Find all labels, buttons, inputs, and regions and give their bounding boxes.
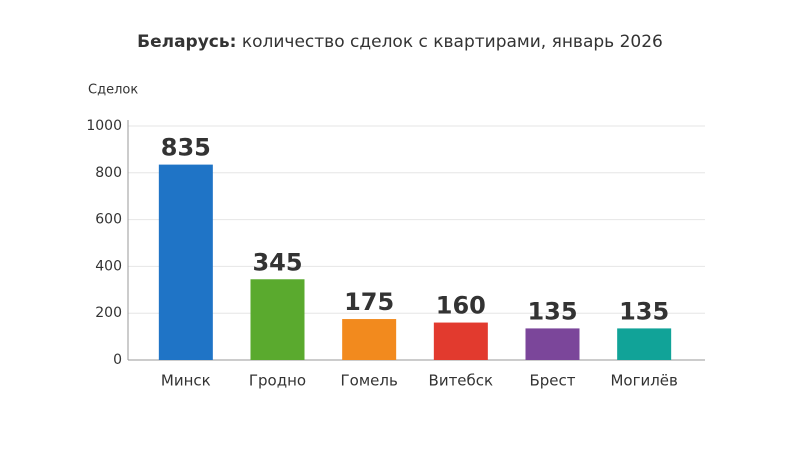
value-label: 135	[527, 297, 577, 325]
x-tick-label: Гродно	[249, 372, 306, 390]
x-tick-label: Минск	[161, 372, 211, 390]
x-tick-label: Могилёв	[610, 372, 677, 390]
bar	[433, 322, 488, 360]
x-tick-label: Брест	[529, 372, 575, 390]
title-bold: Беларусь:	[137, 32, 236, 52]
value-label: 160	[436, 292, 486, 320]
y-tick-label: 600	[95, 212, 122, 228]
bar	[525, 328, 580, 360]
title-rest: количество сделок с квартирами, январь 2…	[242, 32, 663, 52]
y-tick-label: 200	[95, 305, 122, 321]
x-tick-label: Гомель	[341, 372, 398, 390]
chart-title: Беларусь: количество сделок с квартирами…	[137, 32, 663, 52]
y-tick-label: 1000	[86, 118, 122, 134]
y-axis-label: Сделок	[88, 83, 138, 98]
value-label: 135	[619, 297, 669, 325]
value-label: 175	[344, 288, 394, 316]
bar	[617, 328, 672, 360]
value-label: 345	[252, 248, 302, 276]
value-label: 835	[161, 134, 211, 162]
bar	[250, 279, 305, 360]
y-tick-label: 800	[95, 165, 122, 181]
y-tick-label: 400	[95, 258, 122, 274]
x-tick-label: Витебск	[429, 372, 494, 390]
bar	[342, 319, 397, 360]
bar	[158, 164, 213, 360]
y-tick-label: 0	[113, 352, 122, 368]
